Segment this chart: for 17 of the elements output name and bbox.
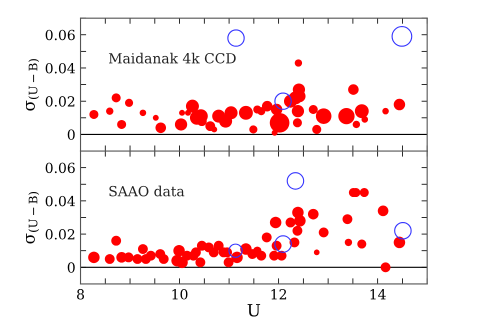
y-tick-label: 0.02 (46, 229, 74, 240)
x-tick-label: 10 (172, 289, 188, 300)
y-axis-title: σ$_{(U−B)}$ (26, 59, 40, 111)
y-tick-label: 0.06 (46, 30, 75, 40)
y-axis-title: σ$_{(U−B)}$ (26, 192, 40, 244)
y-tick-label: 0.02 (46, 96, 74, 107)
y-tick-label: 0 (68, 262, 75, 273)
x-tick-label: 12 (271, 289, 286, 300)
x-tick-label: 14 (370, 289, 386, 300)
y-tick-label: 0 (68, 129, 75, 140)
annotation: SAAO data (109, 186, 184, 196)
x-tick-label: 8 (77, 289, 84, 300)
y-tick-label: 0.04 (46, 62, 75, 74)
annotation: Maidanak 4k CCD (108, 52, 236, 64)
y-tick-label: 0.04 (46, 196, 75, 206)
x-axis-title: U (248, 304, 260, 317)
y-tick-label: 0.06 (46, 162, 75, 174)
